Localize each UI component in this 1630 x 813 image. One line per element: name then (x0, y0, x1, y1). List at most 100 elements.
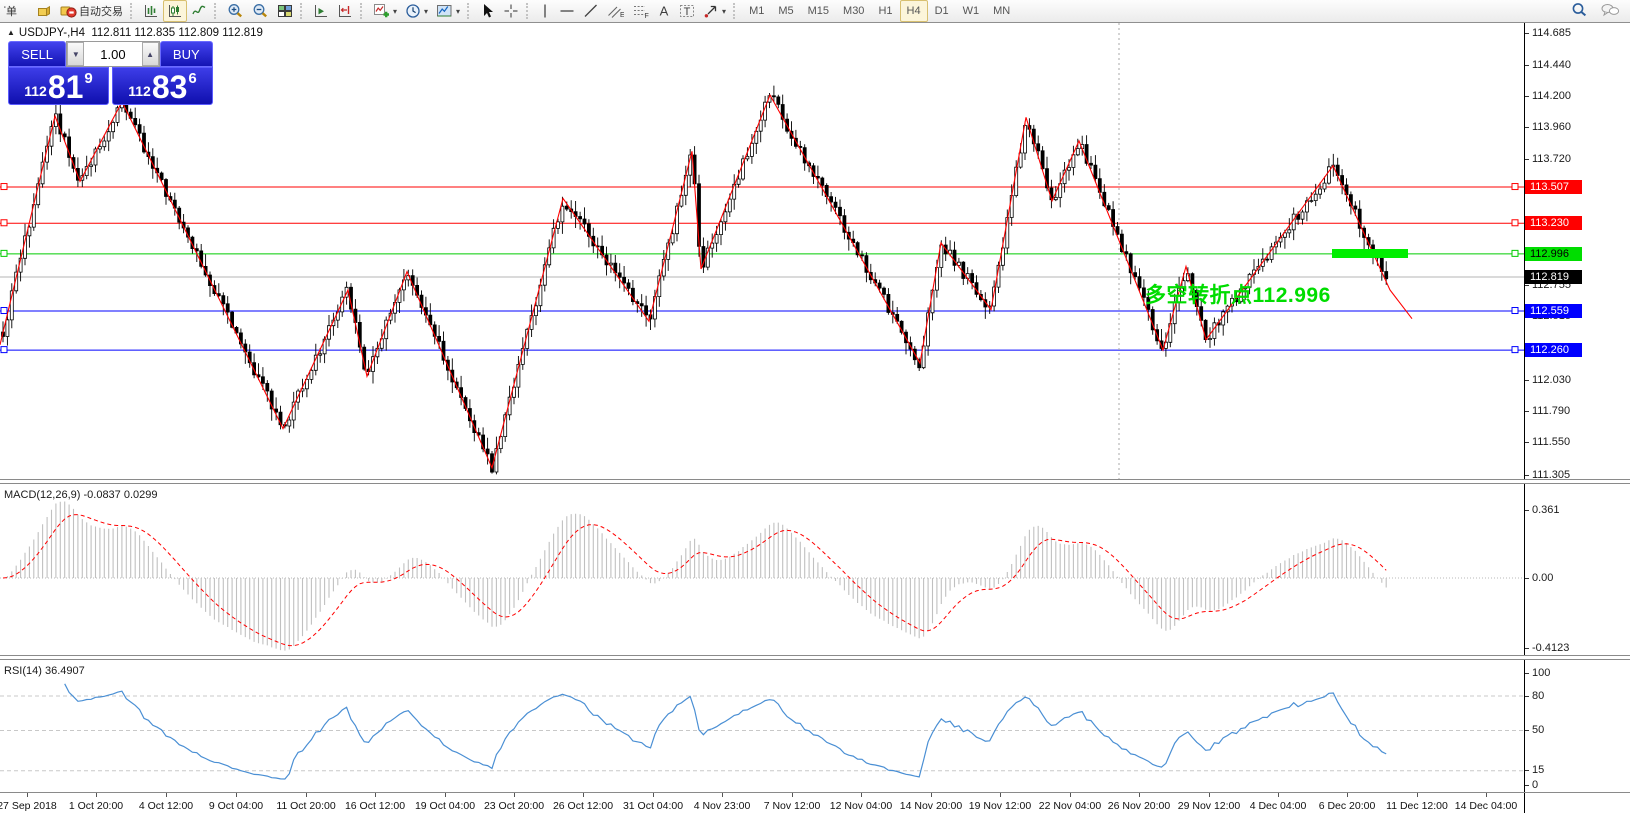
macd-plot[interactable]: MACD(12,26,9) -0.0837 0.0299 (0, 484, 1524, 655)
time-tick (583, 793, 584, 797)
line-handle (0, 307, 8, 315)
rsi-axis[interactable]: 100 80 50 15 0 (1524, 660, 1630, 792)
timeframe-m30[interactable]: M30 (843, 5, 865, 17)
time-label: 1 Oct 20:00 (68, 800, 124, 812)
timeframe-d1[interactable]: D1 (934, 5, 949, 17)
horizontal-line-icon (559, 3, 575, 19)
sell-button[interactable]: SELL (8, 41, 67, 67)
macd-axis-tick: -0.4123 (1525, 642, 1569, 655)
time-tick (1486, 793, 1487, 797)
zoom-in-icon (227, 3, 244, 19)
horizontal-line-tool[interactable] (555, 0, 579, 22)
timeframe-m5[interactable]: M5 (778, 5, 794, 17)
zoom-out-button[interactable] (248, 0, 273, 22)
cursor-button[interactable] (476, 0, 499, 22)
time-label: 26 Oct 12:00 (552, 800, 614, 812)
line-handle (0, 219, 8, 227)
buy-button[interactable]: BUY (159, 41, 213, 67)
sell-price-button[interactable]: 112 81 9 (8, 67, 109, 105)
time-axis[interactable]: 27 Sep 2018 1 Oct 20:00 4 Oct 12:00 9 Oct 0… (0, 792, 1630, 813)
volume-input[interactable] (84, 42, 142, 66)
trendline-icon (583, 3, 599, 19)
volume-increase-button[interactable]: ▲ (141, 42, 159, 66)
bull-candles (5, 95, 1336, 473)
toolbar-separator (214, 3, 220, 19)
auto-scroll-button[interactable] (309, 0, 333, 22)
text-tool[interactable]: A (653, 0, 675, 22)
timeframe-m15[interactable]: M15 (807, 5, 830, 17)
autotrading-label: 自动交易 (79, 6, 123, 18)
order-book-icon (36, 3, 52, 19)
rsi-plot[interactable]: RSI(14) 36.4907 (0, 660, 1524, 792)
bar-chart-button[interactable] (139, 0, 163, 22)
pane-separator[interactable] (0, 655, 1630, 660)
rsi-axis-tick: 80 (1525, 690, 1544, 703)
candlestick-chart-icon (167, 3, 183, 19)
timeframe-w1[interactable]: W1 (962, 5, 980, 17)
price-axis[interactable]: 114.685114.440114.200113.960113.720113.4… (1524, 23, 1630, 481)
rsi-label: RSI(14) 36.4907 (4, 665, 85, 677)
candlestick-chart-button[interactable] (163, 0, 187, 22)
zoom-in-button[interactable] (223, 0, 248, 22)
tile-windows-icon (277, 3, 293, 19)
trendline-tool[interactable] (579, 0, 603, 22)
zoom-out-icon (252, 3, 269, 19)
time-tick (1209, 793, 1210, 797)
tile-windows-button[interactable] (273, 0, 297, 22)
price-chart-plot[interactable]: ▲ USDJPY-,H4 112.811 112.835 112.809 112.… (0, 23, 1524, 479)
autotrading-button[interactable]: 自动交易 (56, 0, 127, 22)
rsi-axis-tick: 50 (1525, 724, 1544, 737)
macd-axis[interactable]: 0.361 0.00 -0.4123 (1524, 484, 1630, 655)
macd-signal-line (2, 514, 1387, 647)
time-label: 31 Oct 04:00 (622, 800, 684, 812)
chart-shift-button[interactable] (333, 0, 357, 22)
new-order-button[interactable]: 订单 (0, 0, 32, 22)
time-tick (514, 793, 515, 797)
vertical-line-tool[interactable] (535, 0, 555, 22)
time-label: 6 Dec 20:00 (1318, 800, 1376, 812)
dropdown-caret-icon: ▾ (424, 6, 429, 16)
time-tick (27, 793, 28, 797)
equidistant-channel-tool[interactable]: E (603, 0, 628, 22)
text-label-tool[interactable]: T (675, 0, 699, 22)
time-tick (166, 793, 167, 797)
toolbar-separator (130, 3, 136, 19)
buy-price-button[interactable]: 112 83 6 (112, 67, 213, 105)
price-tick: 114.440 (1525, 59, 1571, 72)
line-chart-button[interactable] (187, 0, 211, 22)
volume-decrease-button[interactable]: ▼ (67, 42, 85, 66)
chart-period-button[interactable]: ▾ (401, 0, 432, 22)
timeframe-h4[interactable]: H4 (899, 0, 928, 22)
line-handle (0, 346, 8, 354)
price-line-label: 113.230 (1525, 216, 1582, 231)
collapse-triangle-icon[interactable]: ▲ (7, 28, 15, 37)
order-book-button[interactable] (32, 0, 56, 22)
line-handle (1511, 183, 1519, 191)
text-label-icon: T (679, 3, 695, 19)
template-button[interactable]: ▾ (432, 0, 464, 22)
timeframe-mn[interactable]: MN (993, 5, 1011, 17)
chat-icon[interactable] (1600, 2, 1620, 21)
search-icon[interactable] (1571, 2, 1588, 21)
line-chart-icon (191, 3, 207, 19)
arrows-icon (703, 3, 719, 19)
time-label: 9 Oct 04:00 (208, 800, 264, 812)
crosshair-button[interactable] (499, 0, 523, 22)
toolbar-separator (300, 3, 306, 19)
time-axis-corner (1524, 793, 1630, 813)
price-tick: 112.030 (1525, 374, 1571, 387)
cursor-arrow-icon (480, 3, 495, 19)
fibonacci-icon: F (632, 3, 649, 19)
toolbar-separator (467, 3, 473, 19)
time-tick (1139, 793, 1140, 797)
add-indicator-button[interactable]: ▾ (369, 0, 401, 22)
line-handle (0, 183, 8, 191)
rsi-axis-tick: 15 (1525, 764, 1544, 777)
pane-separator[interactable] (0, 479, 1630, 484)
sell-price-main: 81 (47, 69, 84, 105)
timeframe-h1[interactable]: H1 (878, 5, 893, 17)
timeframe-m1[interactable]: M1 (749, 5, 765, 17)
time-label: 29 Nov 12:00 (1177, 800, 1241, 812)
arrows-tool[interactable]: ▾ (699, 0, 730, 22)
fibonacci-tool[interactable]: F (628, 0, 653, 22)
